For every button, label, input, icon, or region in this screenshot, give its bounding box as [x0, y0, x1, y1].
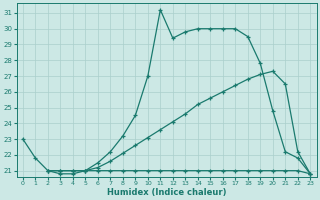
X-axis label: Humidex (Indice chaleur): Humidex (Indice chaleur) [107, 188, 226, 197]
